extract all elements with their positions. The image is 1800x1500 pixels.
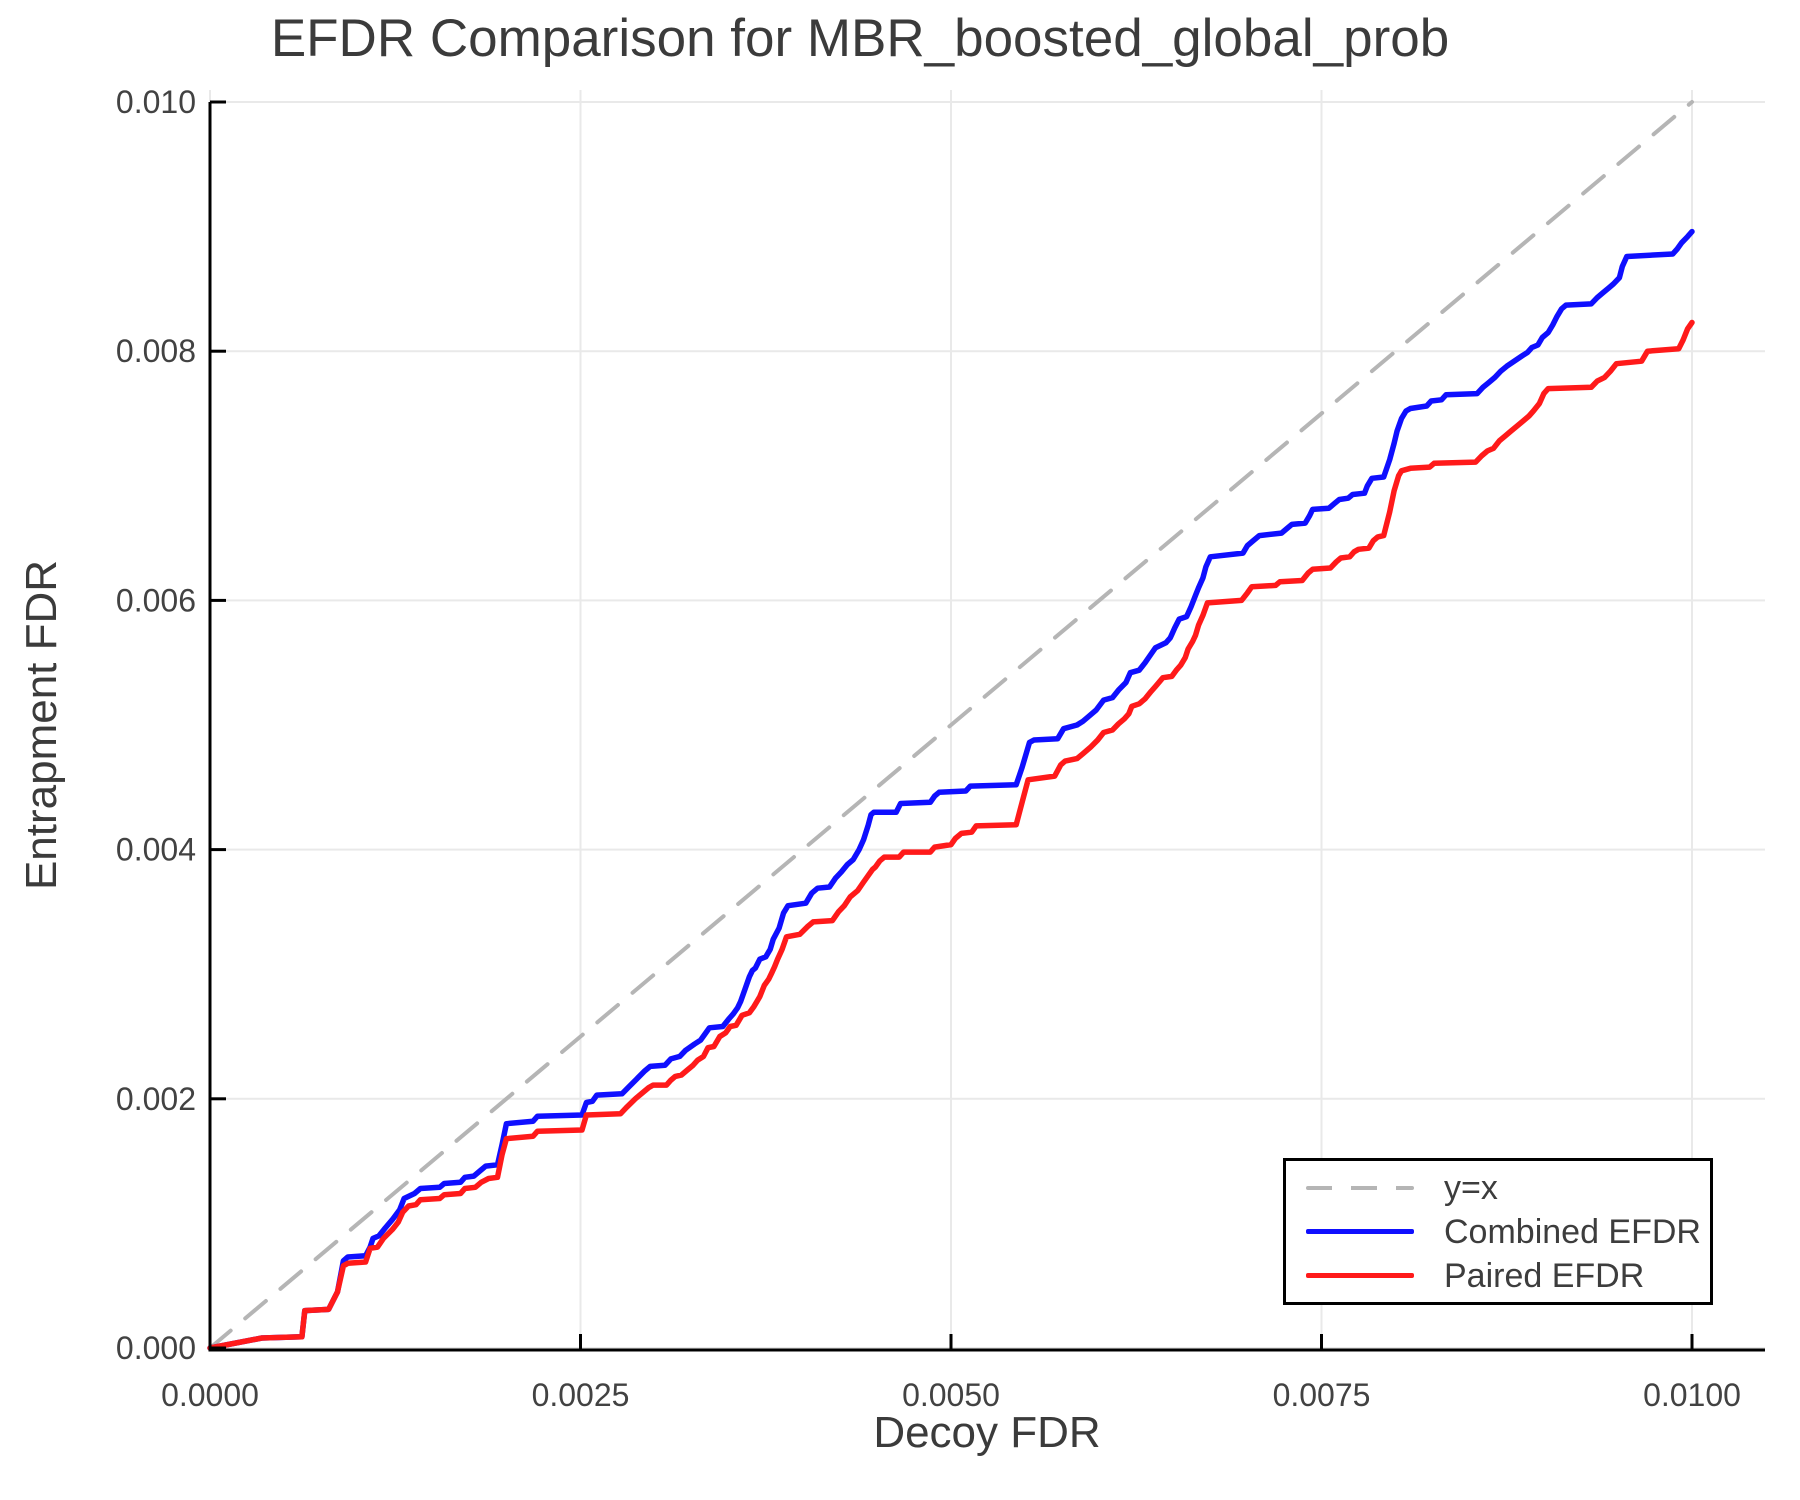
legend-box: y=x Combined EFDR Paired EFDR — [1283, 1158, 1713, 1305]
y-tick-label: 0.010 — [116, 84, 196, 120]
series-combined-efdr — [207, 228, 1695, 1351]
y-tick-label: 0.008 — [116, 333, 196, 369]
series-y-x — [208, 100, 1694, 1350]
legend-label-identity: y=x — [1444, 1168, 1498, 1207]
legend-entry-paired: Paired EFDR — [1306, 1257, 1710, 1295]
y-axis-label: Entrapment FDR — [17, 559, 66, 891]
y-tick-label: 0.000 — [116, 1330, 196, 1366]
x-tick-label: 0.0025 — [532, 1377, 630, 1413]
identity-line-swatch — [1306, 1185, 1414, 1190]
combined-line-swatch — [1306, 1229, 1414, 1234]
x-tick-label: 0.0075 — [1273, 1377, 1371, 1413]
y-tick-label: 0.004 — [116, 832, 196, 868]
x-tick-label: 0.0000 — [161, 1377, 259, 1413]
y-tick-label: 0.006 — [116, 582, 196, 618]
legend-label-combined: Combined EFDR — [1444, 1212, 1701, 1251]
x-tick-label: 0.0050 — [902, 1377, 1000, 1413]
legend-entry-identity: y=x — [1306, 1169, 1710, 1207]
chart-title: EFDR Comparison for MBR_boosted_global_p… — [270, 9, 1450, 68]
legend-entry-combined: Combined EFDR — [1306, 1213, 1710, 1251]
paired-line-swatch — [1306, 1273, 1414, 1278]
x-tick-label: 0.0100 — [1643, 1377, 1741, 1413]
x-axis-label: Decoy FDR — [873, 1408, 1101, 1457]
legend-label-paired: Paired EFDR — [1444, 1256, 1645, 1295]
y-tick-label: 0.002 — [116, 1081, 196, 1117]
series-paired-efdr — [207, 319, 1695, 1351]
